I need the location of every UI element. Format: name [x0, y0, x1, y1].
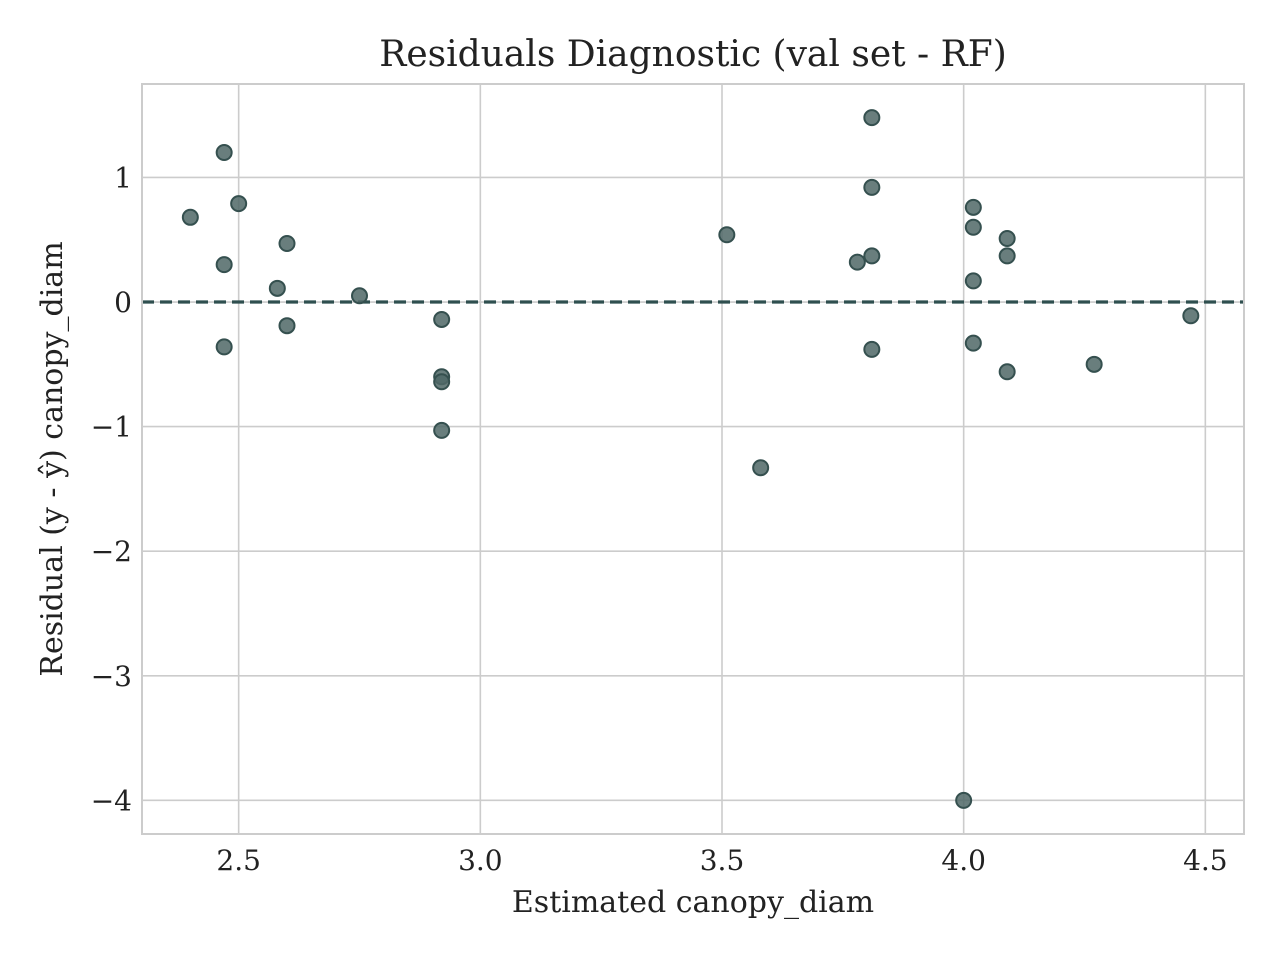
scatter-point	[1085, 355, 1103, 373]
scatter-point	[955, 791, 973, 809]
y-tick-labels: 1 0 −1 −2 −3 −4	[91, 161, 132, 817]
scatter-point	[863, 340, 881, 358]
x-tick-label: 4.0	[941, 844, 986, 877]
scatter-point	[998, 247, 1016, 265]
x-tick-label: 2.5	[216, 844, 261, 877]
y-tick-label: −3	[91, 660, 132, 693]
scatter-point	[278, 317, 296, 335]
x-tick-label: 4.5	[1183, 844, 1228, 877]
x-axis-label: Estimated canopy_diam	[512, 885, 874, 920]
scatter-point	[863, 247, 881, 265]
y-tick-label: −2	[91, 535, 132, 568]
scatter-point	[278, 234, 296, 252]
scatter-point	[964, 272, 982, 290]
scatter-point	[863, 109, 881, 127]
y-tick-label: 1	[114, 161, 132, 194]
scatter-point	[1182, 307, 1200, 325]
scatter-point	[718, 226, 736, 244]
scatter-points	[181, 109, 1200, 809]
scatter-point	[964, 334, 982, 352]
chart-title: Residuals Diagnostic (val set - RF)	[379, 34, 1007, 75]
scatter-point	[998, 229, 1016, 247]
scatter-point	[433, 310, 451, 328]
scatter-point	[215, 144, 233, 162]
scatter-point	[268, 279, 286, 297]
y-tick-label: −4	[91, 784, 132, 817]
scatter-point	[351, 287, 368, 305]
x-tick-label: 3.5	[700, 844, 745, 877]
x-tick-label: 3.0	[458, 844, 503, 877]
plot-frame	[141, 83, 1245, 835]
scatter-point	[181, 208, 199, 226]
scatter-point	[230, 195, 248, 213]
scatter-point	[998, 363, 1016, 381]
y-axis-label: Residual (y - ŷ) canopy_diam	[35, 241, 70, 676]
scatter-point	[215, 256, 233, 274]
scatter-point	[215, 338, 233, 356]
scatter-point	[752, 459, 770, 477]
scatter-point	[433, 421, 451, 439]
y-tick-label: 0	[114, 286, 132, 319]
y-tick-label: −1	[91, 411, 132, 444]
scatter-point	[433, 373, 451, 391]
scatter-point	[848, 253, 866, 271]
scatter-point	[863, 178, 881, 196]
scatter-point	[964, 218, 982, 236]
scatter-point	[964, 198, 982, 216]
x-tick-labels: 2.5 3.0 3.5 4.0 4.5	[216, 844, 1227, 877]
